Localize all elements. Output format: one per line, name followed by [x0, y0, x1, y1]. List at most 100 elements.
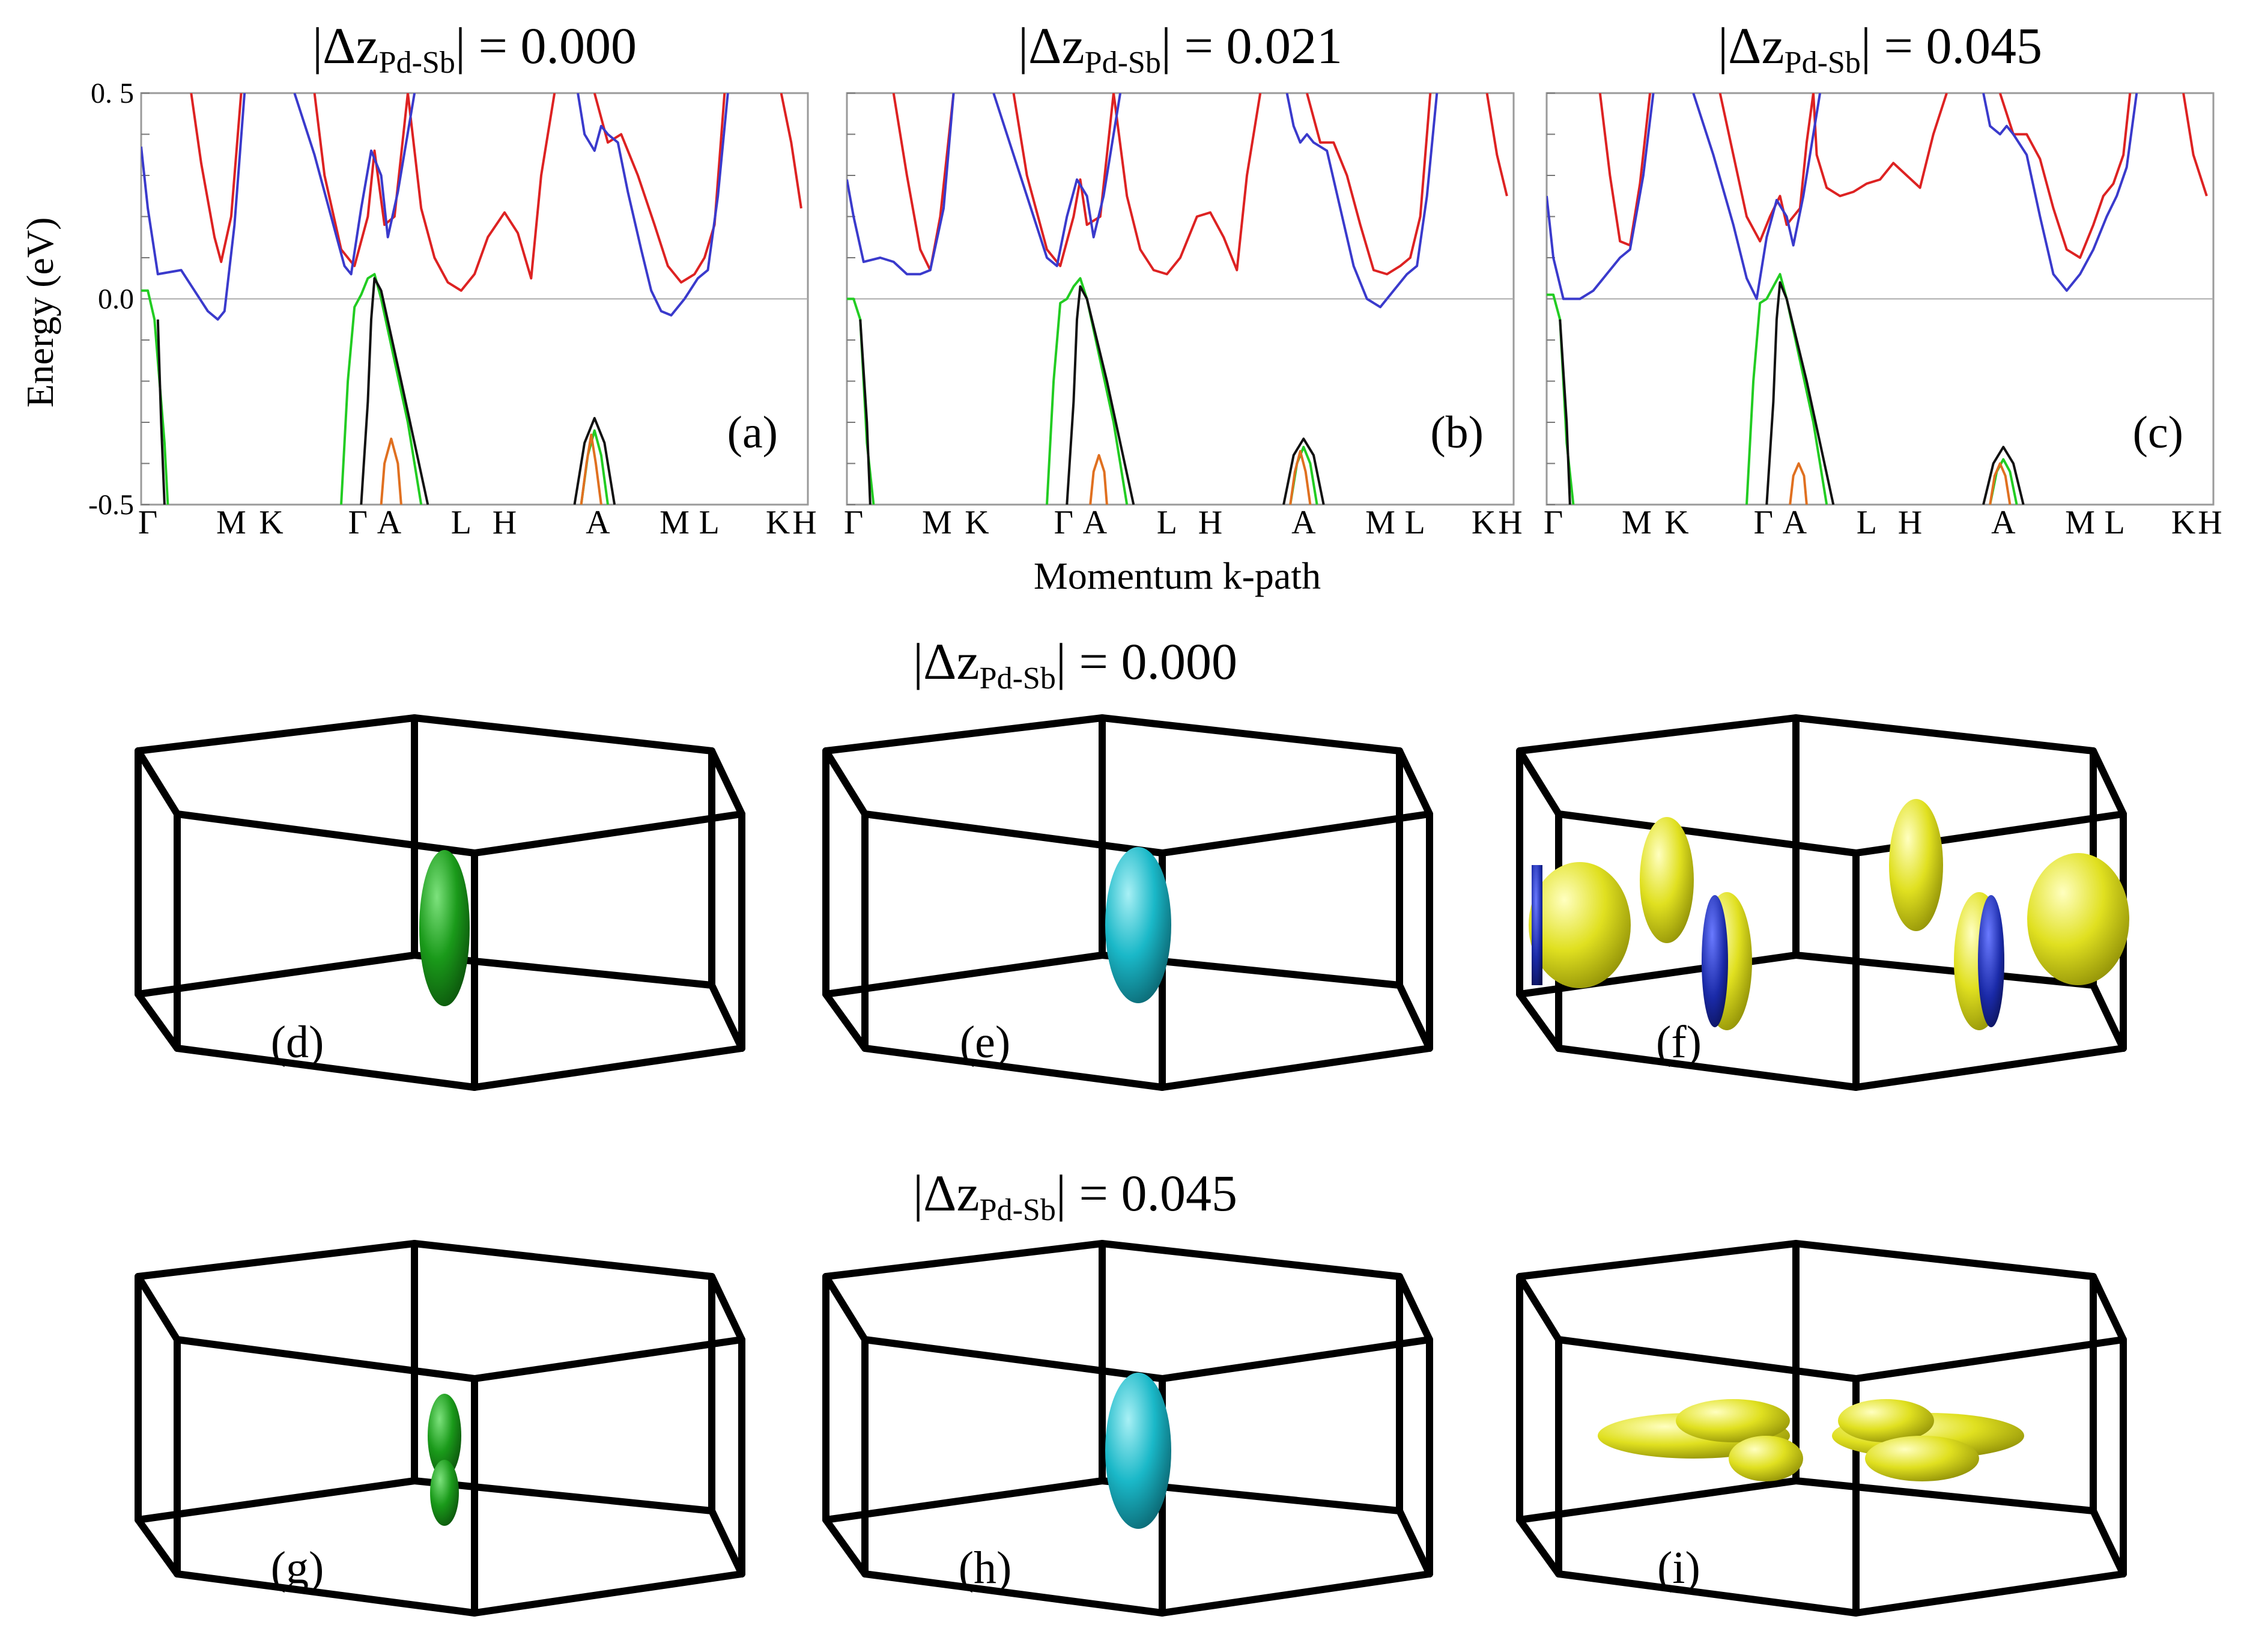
panel-title: |ΔzPd-Sb| = 0.000	[312, 17, 637, 80]
band-line	[1998, 93, 2132, 259]
bz-face	[135, 714, 745, 857]
series-band-black	[859, 285, 1325, 505]
series-band-orange	[1789, 462, 2012, 505]
kpath-label: L	[1405, 504, 1425, 541]
band-line	[1089, 454, 1108, 505]
kpath-label: Γ	[844, 504, 863, 541]
band-line	[1066, 285, 1135, 505]
fermi-pocket-blue	[1978, 895, 2004, 1027]
kpath-label: M	[216, 504, 246, 541]
kpath-label: K	[766, 504, 790, 541]
series-band-green	[141, 273, 609, 505]
band-line	[380, 437, 402, 505]
band-line	[780, 93, 802, 209]
kpath-label: Γ	[1544, 504, 1563, 541]
bz-face	[1516, 1477, 2127, 1617]
kpath-label: H	[1898, 504, 1922, 541]
band-line	[992, 93, 1122, 267]
fermi-panel-f: (f)	[1516, 714, 2129, 1091]
kpath-label: L	[1857, 504, 1877, 541]
kpath-label: A	[1991, 504, 2016, 541]
fermi-row2-title: |ΔzPd-Sb| = 0.045	[913, 1164, 1237, 1227]
kpath-label: A	[1783, 504, 1807, 541]
series-band-orange	[1089, 450, 1312, 505]
fermi-panel-d: (d)	[135, 714, 745, 1091]
kpath-label: H	[1498, 504, 1522, 541]
fermi-pocket-green	[430, 1460, 459, 1526]
fermi-pocket-green	[419, 850, 470, 1006]
band-line	[1989, 462, 2012, 505]
band-line	[859, 319, 872, 505]
kpath-label: A	[1083, 504, 1108, 541]
fermi-pocket-yellow	[1640, 817, 1694, 943]
fermi-pocket-green	[428, 1394, 461, 1478]
y-tick-label: -0.5	[88, 489, 134, 521]
fermi-panel-h: (h)	[822, 1240, 1433, 1617]
fermi-pocket-yellow	[1529, 862, 1631, 988]
fermi-pocket-yellow	[1729, 1436, 1803, 1481]
panel-label: (b)	[1430, 407, 1484, 458]
kpath-label: Γ	[348, 504, 368, 541]
bz-face	[822, 714, 1433, 857]
y-axis-label: Energy (eV)	[19, 217, 61, 408]
panel-label: (h)	[959, 1543, 1012, 1593]
band-line	[2182, 93, 2208, 196]
band-line	[1598, 93, 1652, 247]
kpath-label: H	[493, 504, 517, 541]
fermi-pocket-cyan	[1105, 847, 1171, 1003]
band-line	[340, 273, 423, 505]
kpath-label: Γ	[1754, 504, 1773, 541]
band-line	[1789, 462, 1808, 505]
band-line	[1285, 93, 1439, 309]
band-line	[1046, 277, 1129, 505]
kpath-label: K	[1472, 504, 1496, 541]
band-line	[573, 417, 616, 505]
band-line	[1982, 93, 2138, 292]
series-band-orange	[380, 433, 602, 505]
kpath-label: M	[1365, 504, 1395, 541]
fermi-pocket-blue	[1532, 865, 1542, 985]
kpath-label: L	[2105, 504, 2125, 541]
series-band-green	[1547, 273, 2018, 505]
band-line	[1547, 93, 1655, 300]
fermi-pocket-yellow	[1889, 799, 1943, 931]
fermi-row1-title: |ΔzPd-Sb| = 0.000	[913, 633, 1237, 696]
fermi-pocket-cyan	[1105, 1373, 1171, 1529]
band-line	[313, 93, 409, 267]
band-line	[1765, 281, 1835, 505]
kpath-label: H	[1198, 504, 1222, 541]
series-band-red	[1598, 93, 2208, 259]
band-line	[156, 319, 166, 505]
fermi-pocket-yellow	[2027, 853, 2129, 985]
band-line	[1012, 93, 1115, 267]
panel-title: |ΔzPd-Sb| = 0.021	[1018, 17, 1342, 80]
fermi-pocket-yellow	[1838, 1399, 1934, 1442]
panel-label: (a)	[727, 407, 778, 458]
band-line	[1289, 450, 1312, 505]
y-tick-label: 0.0	[98, 284, 134, 315]
fermi-panel-g: (g)	[135, 1240, 745, 1617]
band-line	[1559, 319, 1571, 505]
band-line	[407, 93, 556, 292]
kpath-label: A	[586, 504, 610, 541]
series-band-blue	[1547, 93, 2138, 300]
panel-label: (g)	[271, 1543, 324, 1593]
series-band-black	[1559, 281, 2025, 505]
band-line	[577, 93, 729, 317]
band-line	[1305, 93, 1432, 276]
band-line	[1982, 446, 2025, 505]
series-band-black	[156, 277, 616, 505]
kpath-label: L	[451, 504, 472, 541]
band-line	[1745, 273, 1828, 505]
band-line	[293, 93, 416, 276]
band-panels: Energy (eV) Momentum k-path	[19, 217, 1321, 597]
band-line	[1485, 93, 1508, 196]
kpath-label: A	[1291, 504, 1316, 541]
series-band-red	[892, 93, 1508, 276]
fermi-pocket-yellow	[1676, 1399, 1790, 1442]
kpath-label: M	[922, 504, 952, 541]
fermi-panel-e: (e)	[822, 714, 1433, 1091]
kpath-label: A	[377, 504, 402, 541]
y-tick-label: 0. 5	[91, 77, 134, 109]
